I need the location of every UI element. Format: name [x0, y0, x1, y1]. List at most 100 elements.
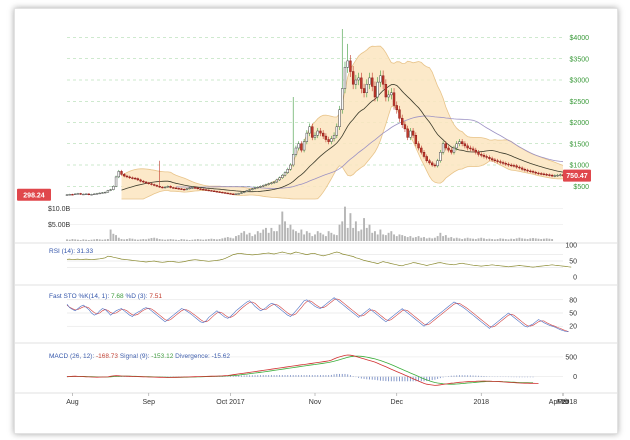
volume-bar [512, 239, 515, 241]
candle-body [474, 149, 477, 153]
candle-body [403, 124, 407, 130]
volume-bar [284, 221, 286, 241]
macd-divergence-bar [339, 373, 340, 377]
candle-body [245, 190, 249, 193]
volume-bar [273, 231, 276, 241]
stock-chart: $500 $1000 $1500 $2000 $2500 $3000 $3500 $4000 7… [15, 29, 617, 406]
volume-bar [153, 237, 156, 241]
price-y-tick: $2500 [570, 99, 590, 106]
volume-bar [330, 232, 333, 241]
candle-body [210, 190, 213, 192]
candle-body [248, 189, 251, 191]
candle-body [229, 193, 232, 195]
volume-bar [235, 236, 237, 241]
macd-line [66, 354, 539, 386]
macd-divergence-bar [344, 373, 346, 377]
candle-body [240, 192, 243, 194]
macd-divergence-bar [336, 373, 338, 377]
macd-divergence-bar [314, 375, 316, 377]
candle-body [463, 143, 467, 147]
volume-bar [507, 239, 510, 241]
volume-bar [477, 238, 480, 241]
candle-body [147, 182, 150, 184]
volume-bar [393, 234, 395, 241]
volume-bar [472, 238, 475, 241]
candle-body [550, 174, 554, 177]
volume-bar [120, 239, 123, 241]
candle-body [324, 135, 328, 140]
macd-divergence-bar [529, 376, 531, 378]
stochastic-k-line [66, 297, 569, 332]
volume-bar [224, 237, 227, 241]
macd-divergence-bar [407, 376, 409, 382]
macd-divergence-bar [243, 375, 245, 377]
macd-divergence-bar [475, 375, 477, 377]
macd-divergence-bar [434, 376, 436, 380]
macd-divergence-bar [385, 376, 387, 382]
candle-body [332, 135, 336, 139]
stochastic-y-tick: 80 [569, 297, 577, 304]
candle-body [499, 161, 502, 163]
candle-body [232, 193, 235, 195]
macd-label: MACD (26, 12): -168.73 Signal (9): -153.… [49, 353, 230, 360]
candle-body [319, 130, 322, 134]
macd-label-part: MACD (26, 12): [49, 353, 96, 360]
volume-bar [368, 224, 371, 241]
volume-bar [431, 238, 434, 241]
candle-body [526, 169, 529, 172]
volume-bar [515, 238, 518, 241]
volume-bar [387, 232, 390, 241]
candle-body [185, 188, 189, 190]
volume-bar [305, 231, 308, 241]
macd-divergence-bar [246, 375, 248, 377]
macd-divergence-bar [330, 374, 332, 377]
candle-body [103, 191, 107, 194]
macd-divergence-bar [404, 376, 406, 382]
macd-divergence-bar [396, 376, 398, 382]
volume-bar [453, 238, 455, 241]
candle-body [174, 187, 178, 189]
macd-divergence-bar [276, 375, 278, 377]
volume-bar [71, 239, 74, 241]
volume-bar [469, 238, 472, 241]
macd-divergence-bar [464, 375, 466, 377]
macd-divergence-bar [349, 375, 351, 377]
rsi-y-tick: 100 [565, 243, 577, 250]
volume-bar [237, 235, 240, 241]
volume-bar [126, 239, 128, 241]
volume-bar [496, 239, 499, 241]
macd-divergence-bar [360, 376, 362, 379]
candle-body [163, 186, 167, 189]
x-axis-label: Apr 2018 [549, 399, 578, 406]
macd-divergence-bar [382, 376, 384, 381]
volume-bar [98, 239, 101, 241]
volume-bar [403, 236, 406, 241]
stochastic-y-tick: 50 [569, 311, 577, 318]
volume-bar [292, 229, 295, 241]
macd-divergence-bar [480, 375, 482, 377]
volume-bar [439, 232, 442, 241]
volume-bar [414, 237, 417, 241]
candle-body [281, 174, 284, 178]
candle-body [223, 192, 227, 194]
volume-bar [147, 238, 150, 241]
candle-body [289, 164, 292, 170]
volume-bar [207, 239, 210, 241]
macd-divergence-bar [251, 375, 253, 377]
volume-bar [444, 235, 447, 241]
candle-body [349, 60, 352, 72]
macd-divergence-bar [442, 376, 444, 378]
candle-body [188, 187, 191, 190]
macd-divergence-bar [366, 376, 368, 380]
candle-body [559, 174, 562, 176]
stochastic-label-part: 7.68 [111, 293, 124, 300]
macd-divergence-bar [273, 375, 275, 377]
candle-body [302, 141, 306, 151]
candle-body [87, 193, 91, 195]
volume-bar [493, 239, 496, 241]
candle-body [542, 173, 546, 175]
volume-bar [82, 239, 85, 241]
candle-body [531, 171, 535, 173]
candle-body [471, 148, 475, 151]
macd-divergence-bar [317, 375, 319, 377]
